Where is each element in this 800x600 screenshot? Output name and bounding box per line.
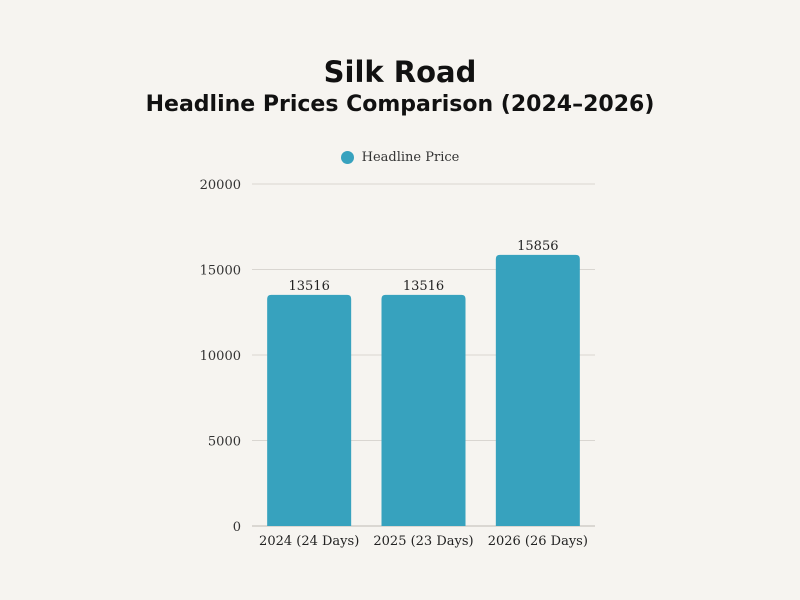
- y-tick-label: 10000: [200, 349, 241, 364]
- data-label: 15856: [517, 239, 558, 254]
- bar: [381, 294, 466, 526]
- bar: [495, 254, 580, 526]
- y-tick-label: 15000: [200, 264, 241, 279]
- data-label: 13516: [288, 279, 329, 294]
- legend-swatch: [340, 151, 354, 164]
- chart-subtitle: Headline Prices Comparison (2024–2026): [145, 92, 655, 117]
- x-tick-label: 2025 (23 Days): [373, 534, 473, 549]
- legend: Headline Price: [0, 150, 800, 165]
- y-tick-label: 5000: [208, 435, 241, 450]
- bar: [267, 294, 352, 526]
- x-tick-label: 2024 (24 Days): [259, 534, 359, 549]
- legend-label: Headline Price: [361, 150, 460, 165]
- y-tick-label: 20000: [200, 178, 241, 193]
- y-tick-label: 0: [233, 520, 241, 535]
- chart-title: Silk Road: [323, 55, 477, 89]
- data-label: 13516: [403, 279, 444, 294]
- x-tick-label: 2026 (26 Days): [488, 534, 588, 549]
